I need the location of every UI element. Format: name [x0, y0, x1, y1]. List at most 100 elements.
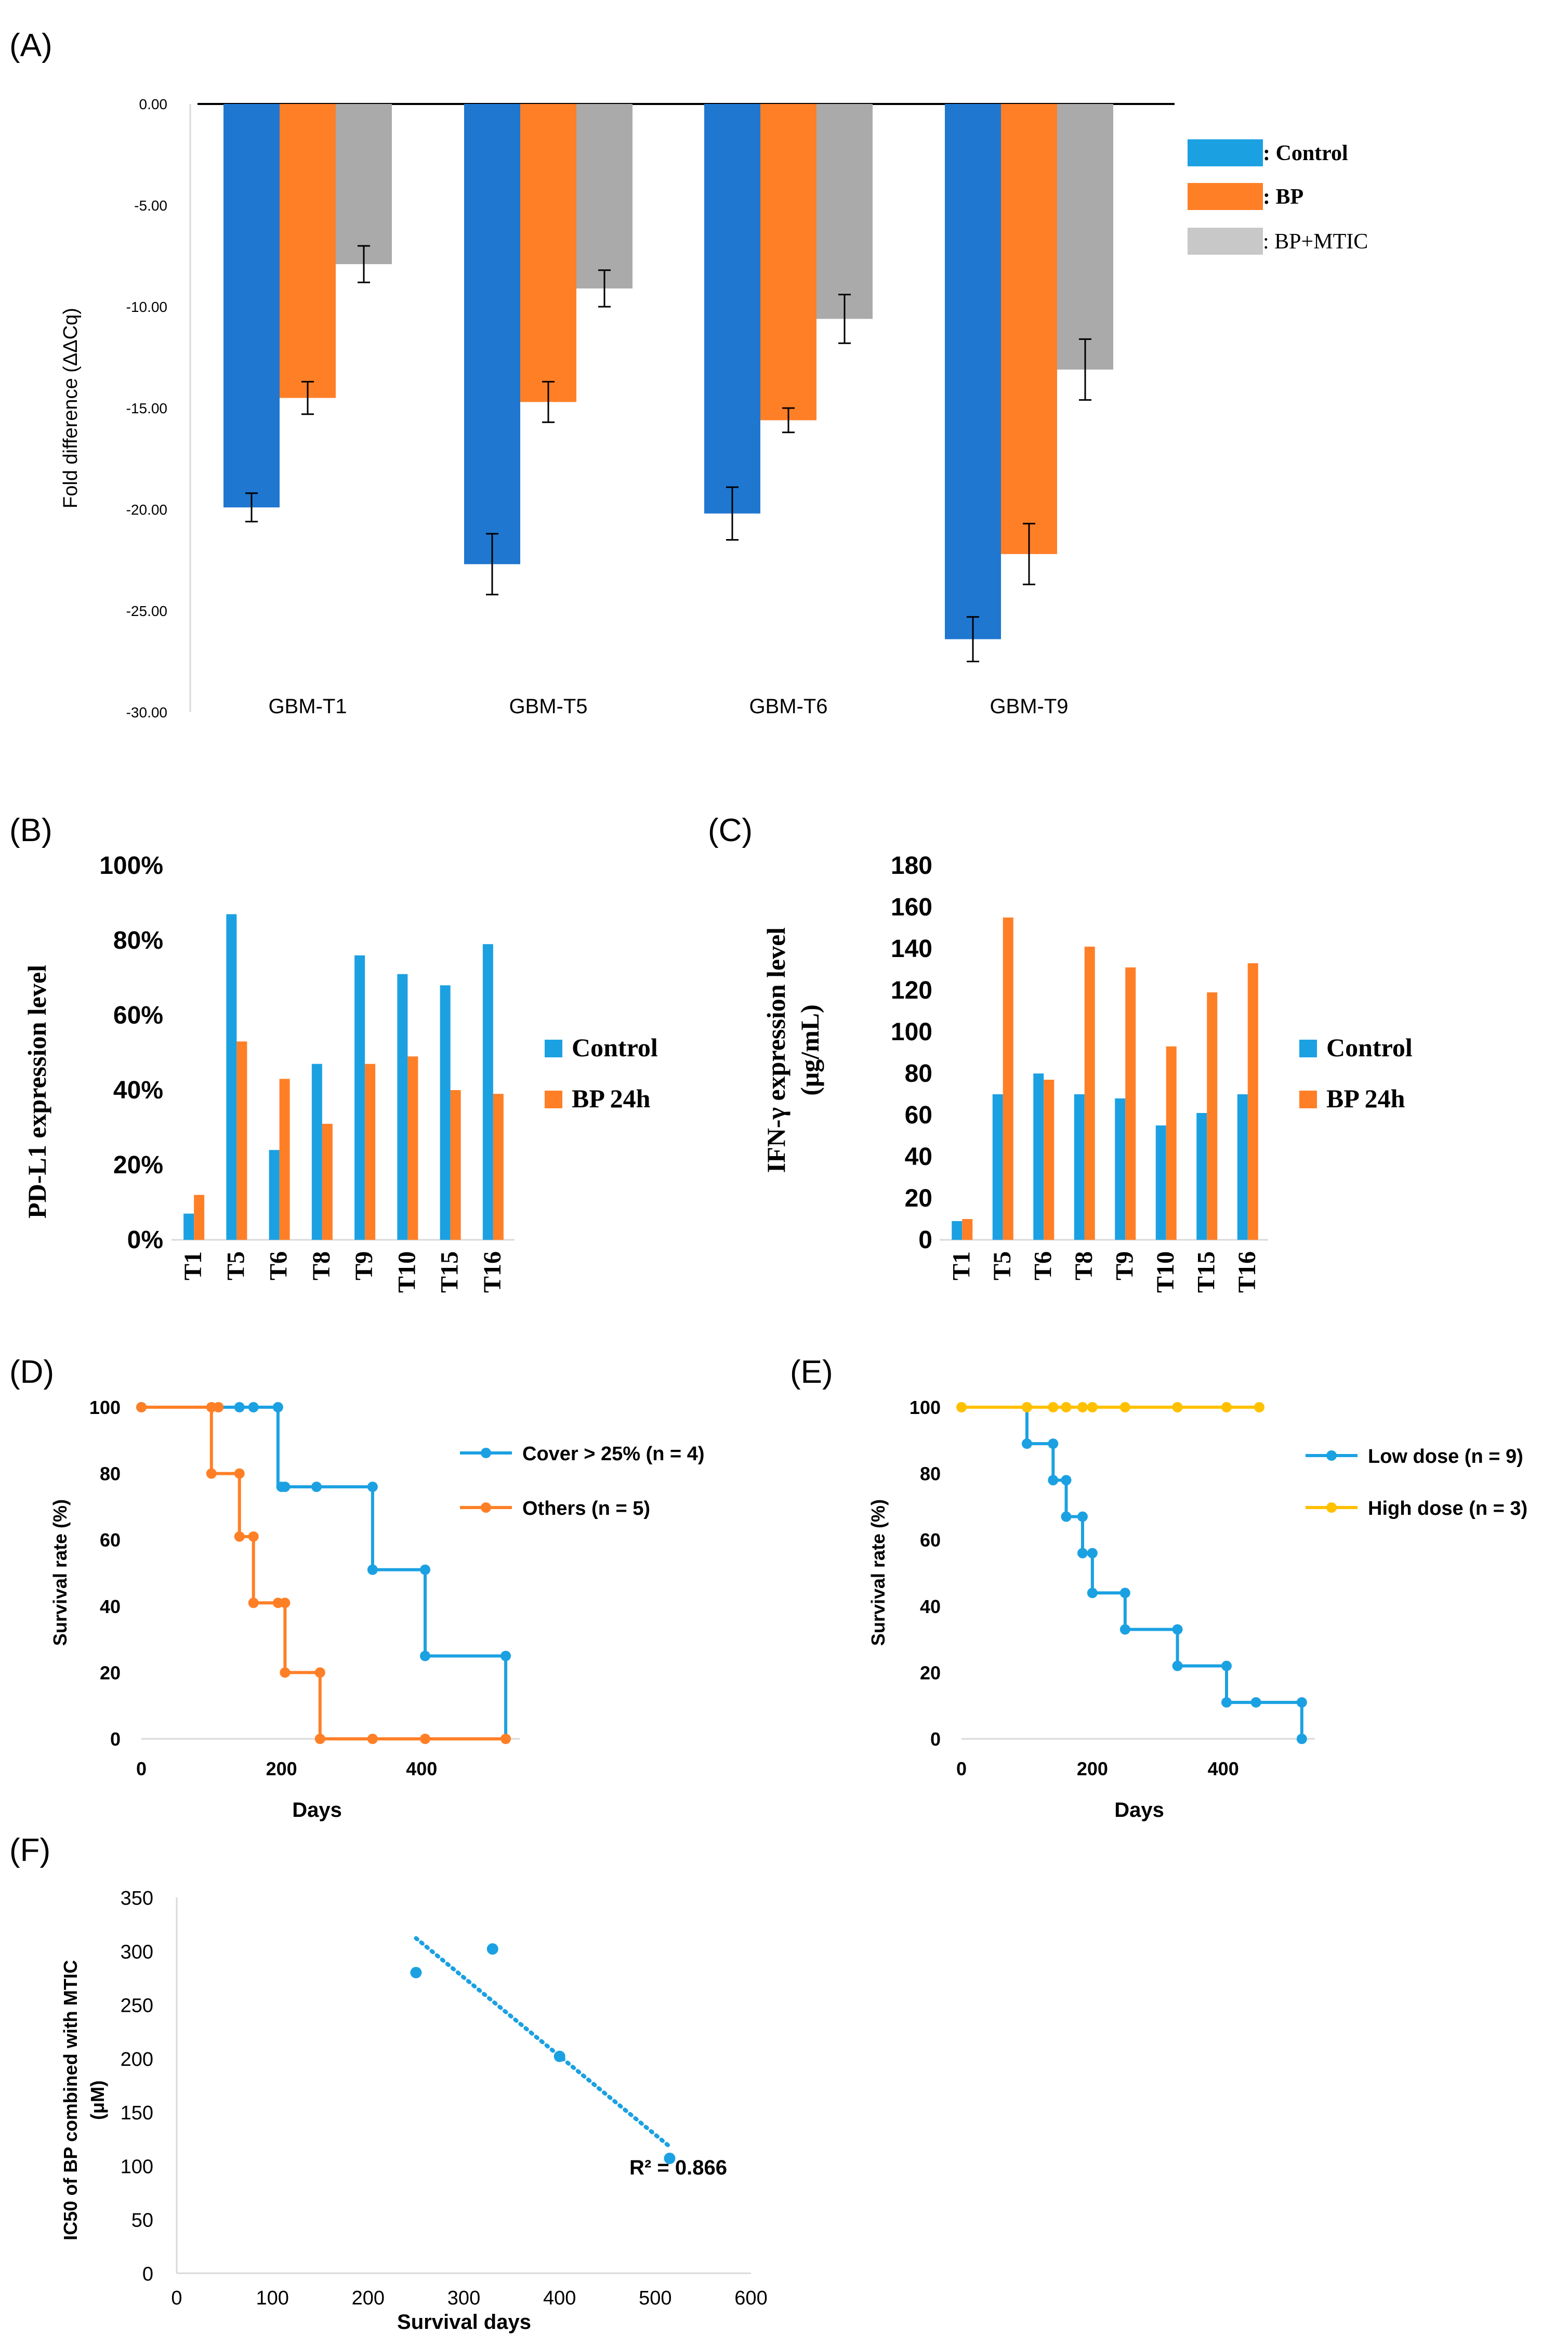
a-y-ticks: 0.00 -5.00 -10.00 -15.00 -20.00 -25.00 -30.00	[126, 96, 167, 720]
b-y-ticks: 0% 20% 40% 60% 80% 100%	[99, 852, 163, 1254]
c-bar	[962, 1219, 973, 1240]
a-y-axis-label: Fold difference (ΔΔCq)	[60, 308, 82, 508]
e-point	[1077, 1511, 1088, 1522]
f-y-axis-unit: (μM)	[87, 2080, 108, 2120]
e-point	[1077, 1548, 1088, 1558]
c-y-axis-unit: (μg/mL)	[795, 1004, 824, 1096]
c-y-tick-label: 60	[905, 1102, 932, 1129]
b-bar	[365, 1064, 376, 1240]
f-y-axis-label: IC50 of BP combined with MTIC	[60, 1960, 81, 2240]
e-x-tick-label: 400	[1208, 1758, 1239, 1779]
a-x-tick-label: GBM-T5	[509, 695, 587, 718]
chart-e: 0 20 40 60 80 100 0 200 400 Days Survival rate (…	[867, 1397, 1527, 1822]
b-bar	[236, 1041, 247, 1240]
c-legend-swatch	[1299, 1040, 1317, 1057]
d-y-tick-label: 0	[110, 1728, 121, 1750]
panel-label-E: (E)	[790, 1354, 833, 1390]
d-legend-marker	[481, 1502, 491, 1513]
b-bar	[440, 985, 451, 1240]
e-lines	[961, 1406, 1303, 1739]
a-x-tick-label: GBM-T1	[268, 695, 347, 718]
f-y-tick-label: 300	[121, 1941, 153, 1963]
c-legend: Control BP 24h	[1299, 1033, 1413, 1113]
c-x-tick-label: T16	[1233, 1251, 1261, 1293]
c-bar	[1237, 1094, 1248, 1240]
c-y-tick-label: 20	[905, 1185, 932, 1212]
c-legend-label: Control	[1326, 1033, 1413, 1062]
f-annotation: R² = 0.866	[629, 2156, 727, 2179]
d-point	[420, 1734, 430, 1744]
chart-f: 0 50 100 150 200 250 300 350 0 100 200 300 400 500 600…	[60, 1888, 768, 2334]
c-y-axis-label: IFN-γ expression level	[761, 927, 790, 1173]
f-point	[554, 2050, 565, 2062]
d-point	[314, 1667, 325, 1678]
a-legend-swatch	[1188, 183, 1263, 210]
d-point	[136, 1402, 147, 1412]
e-point	[1119, 1624, 1130, 1635]
b-x-tick-label: T9	[350, 1251, 378, 1280]
e-y-tick-label: 40	[920, 1596, 941, 1617]
a-error-bar	[838, 294, 851, 344]
a-legend: : Control: BP: BP+MTIC	[1188, 139, 1368, 255]
c-x-tick-label: T6	[1029, 1251, 1057, 1280]
d-point	[367, 1564, 378, 1575]
d-point	[367, 1734, 378, 1744]
c-legend-swatch	[1299, 1091, 1317, 1108]
b-y-axis-label: PD-L1 expression level	[22, 965, 51, 1219]
a-bar	[520, 104, 576, 402]
d-points	[136, 1402, 511, 1744]
b-bar	[183, 1213, 194, 1240]
c-bar	[1155, 1125, 1166, 1240]
d-point	[500, 1734, 511, 1744]
e-point	[1087, 1402, 1098, 1412]
c-x-labels: T1 T5 T6 T8 T9 T10 T15 T16	[947, 1251, 1261, 1293]
d-lines	[141, 1406, 508, 1740]
c-y-tick-label: 180	[891, 852, 932, 880]
c-x-tick-label: T8	[1070, 1251, 1098, 1280]
a-y-tick-label: -5.00	[134, 198, 167, 214]
e-point	[1172, 1660, 1183, 1671]
d-x-tick-label: 200	[266, 1758, 297, 1779]
c-bar	[1033, 1073, 1044, 1240]
a-y-tick-label: -30.00	[126, 704, 167, 720]
b-x-tick-label: T6	[265, 1251, 293, 1280]
b-legend-swatch	[545, 1091, 562, 1108]
f-x-tick-label: 100	[256, 2287, 288, 2309]
f-y-tick-label: 100	[121, 2156, 153, 2178]
f-x-tick-label: 600	[734, 2287, 767, 2309]
d-y-tick-label: 80	[100, 1463, 121, 1485]
b-x-tick-label: T16	[479, 1251, 506, 1293]
a-error-bar	[1079, 338, 1091, 401]
f-point	[664, 2152, 676, 2164]
panel-label-D: (D)	[9, 1354, 54, 1390]
e-point	[1296, 1734, 1307, 1744]
a-legend-label: : BP+MTIC	[1263, 230, 1368, 254]
c-x-tick-label: T15	[1192, 1251, 1220, 1293]
a-legend-swatch	[1188, 228, 1263, 255]
a-bar	[576, 104, 633, 289]
d-y-tick-label: 20	[100, 1662, 121, 1683]
panel-label-A: (A)	[9, 28, 52, 63]
b-bar	[407, 1056, 418, 1240]
c-bar	[1196, 1113, 1207, 1240]
e-point	[1048, 1402, 1059, 1412]
e-y-tick-label: 60	[920, 1529, 941, 1551]
e-point	[1221, 1402, 1232, 1412]
d-point	[248, 1402, 259, 1412]
e-point	[1172, 1624, 1183, 1635]
b-y-tick-label: 60%	[113, 1002, 163, 1029]
a-error-bar	[967, 616, 979, 662]
b-bar	[226, 914, 237, 1240]
e-point	[1119, 1402, 1130, 1412]
c-x-tick-label: T1	[947, 1251, 975, 1280]
d-ticks: 0 20 40 60 80 100 0 200 400	[89, 1397, 520, 1779]
d-point	[234, 1468, 245, 1479]
c-bar	[1115, 1098, 1126, 1240]
e-legend-label: Low dose (n = 9)	[1368, 1446, 1523, 1468]
a-bar	[816, 104, 873, 319]
c-y-tick-label: 80	[905, 1060, 932, 1088]
e-point	[1061, 1402, 1072, 1412]
f-y-tick-label: 250	[121, 1995, 153, 2017]
f-points	[410, 1943, 676, 2164]
